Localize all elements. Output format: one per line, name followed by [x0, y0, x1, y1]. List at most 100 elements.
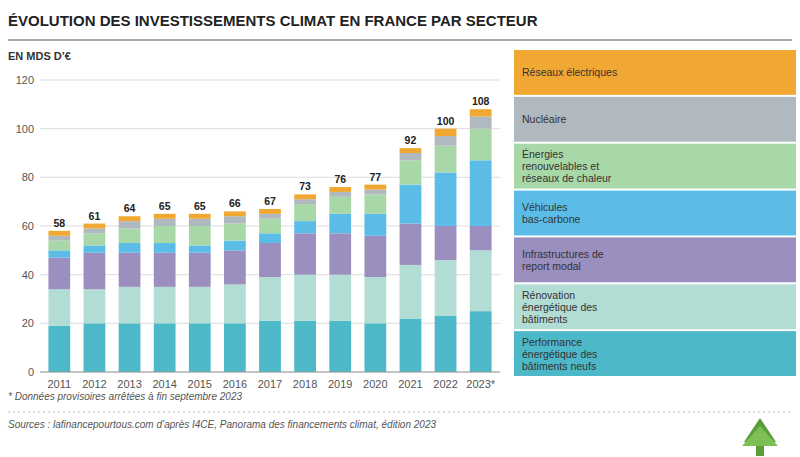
footnote-separator: [8, 412, 792, 413]
legend-label-line: Rénovation: [522, 289, 575, 301]
bar-segment: [154, 214, 176, 219]
x-tick-label: 2012: [82, 378, 106, 390]
total-label: 77: [369, 171, 381, 183]
legend-label-line: report modal: [522, 260, 581, 272]
bar-segment: [224, 323, 246, 372]
total-label: 100: [437, 115, 455, 127]
legend-label-line: Véhicules: [522, 201, 568, 213]
legend-swatch: [514, 237, 796, 282]
y-axis: 020406080100120: [16, 74, 500, 378]
bar-segment: [119, 287, 141, 324]
bar-segment: [119, 253, 141, 287]
bar-segment: [364, 194, 386, 213]
legend-label-line: énergétique des: [522, 348, 597, 360]
legend-swatch: [514, 50, 796, 95]
bar-segment: [435, 136, 457, 146]
x-tick-label: 2014: [152, 378, 176, 390]
y-tick-label: 40: [22, 269, 34, 281]
bar-segment: [84, 224, 106, 229]
bar-segment: [364, 190, 386, 195]
bar-segment: [224, 216, 246, 223]
bar-segment: [84, 245, 106, 252]
title-rule: [8, 40, 792, 41]
legend-swatch: [514, 284, 796, 329]
total-label: 61: [89, 210, 101, 222]
bar-segment: [259, 321, 281, 372]
x-tick-label: 2019: [328, 378, 352, 390]
bar-segment: [259, 233, 281, 243]
bar-segment: [84, 253, 106, 290]
bar-segment: [119, 243, 141, 253]
bar-segment: [189, 323, 211, 372]
bar-segment: [400, 185, 422, 224]
bar-segment: [435, 316, 457, 372]
logo: [742, 418, 778, 456]
legend-label-line: renouvelables et: [522, 160, 599, 172]
bar-segment: [189, 245, 211, 252]
bar-segment: [400, 224, 422, 265]
bar-segment: [48, 258, 70, 290]
x-axis: 2011201220132014201520162017201820192020…: [47, 378, 495, 390]
bar-segment: [364, 236, 386, 277]
total-labels: 5861646565666773767792100108: [53, 95, 489, 229]
bar-segment: [154, 243, 176, 253]
series: [48, 109, 491, 236]
footnote: * Données provisoires arrêtées à fin sep…: [8, 391, 242, 402]
x-tick-label: 2020: [363, 378, 387, 390]
legend-label-line: Énergies: [522, 148, 563, 160]
y-tick-label: 80: [22, 171, 34, 183]
bar-segment: [329, 233, 351, 274]
y-tick-label: 20: [22, 317, 34, 329]
bar-segment: [470, 160, 492, 226]
bar-segment: [400, 153, 422, 160]
chart: ÉVOLUTION DES INVESTISSEMENTS CLIMAT EN …: [0, 0, 800, 457]
x-tick-label: 2022: [433, 378, 457, 390]
legend-label-line: bâtiments: [522, 313, 568, 325]
bar-segment: [48, 241, 70, 251]
x-axis-line: [40, 372, 500, 373]
total-label: 65: [159, 200, 171, 212]
bar-segment: [294, 233, 316, 274]
bar-segment: [119, 228, 141, 243]
bar-segment: [189, 287, 211, 324]
bar-segment: [48, 236, 70, 241]
bar-segment: [259, 209, 281, 214]
total-label: 67: [264, 195, 276, 207]
bar-segment: [84, 289, 106, 323]
bar-segment: [329, 197, 351, 214]
bar-segment: [119, 221, 141, 228]
bar-segment: [470, 109, 492, 116]
bar-segment: [259, 219, 281, 234]
bar-segment: [154, 219, 176, 226]
y-tick-label: 0: [28, 366, 34, 378]
legend-label-line: bas-carbone: [522, 213, 581, 225]
bar-segment: [435, 172, 457, 226]
bar-segment: [84, 233, 106, 245]
x-tick-label: 2015: [188, 378, 212, 390]
bar-segment: [259, 277, 281, 321]
legend-label: Réseaux électriques: [522, 66, 617, 78]
bar-segment: [329, 321, 351, 372]
total-label: 65: [194, 200, 206, 212]
total-label: 64: [124, 202, 136, 214]
bar-segment: [189, 253, 211, 287]
grid-line: [40, 372, 500, 373]
x-tick-label: 2011: [47, 378, 71, 390]
grid-line: [40, 80, 500, 81]
legend-label: Rénovationénergétique desbâtiments: [522, 289, 597, 325]
series: [48, 224, 491, 290]
bar-segment: [154, 253, 176, 287]
bar-segment: [294, 194, 316, 199]
bar-segment: [189, 226, 211, 245]
bar-segment: [470, 226, 492, 250]
bar-segment: [294, 199, 316, 204]
total-label: 76: [334, 173, 346, 185]
bar-segment: [435, 226, 457, 260]
bar-segment: [154, 226, 176, 243]
bar-segment: [329, 214, 351, 233]
bar-segment: [400, 148, 422, 153]
bar-segment: [435, 129, 457, 136]
legend-swatch: [514, 144, 796, 189]
x-tick-label: 2017: [258, 378, 282, 390]
y-tick-label: 100: [16, 123, 34, 135]
